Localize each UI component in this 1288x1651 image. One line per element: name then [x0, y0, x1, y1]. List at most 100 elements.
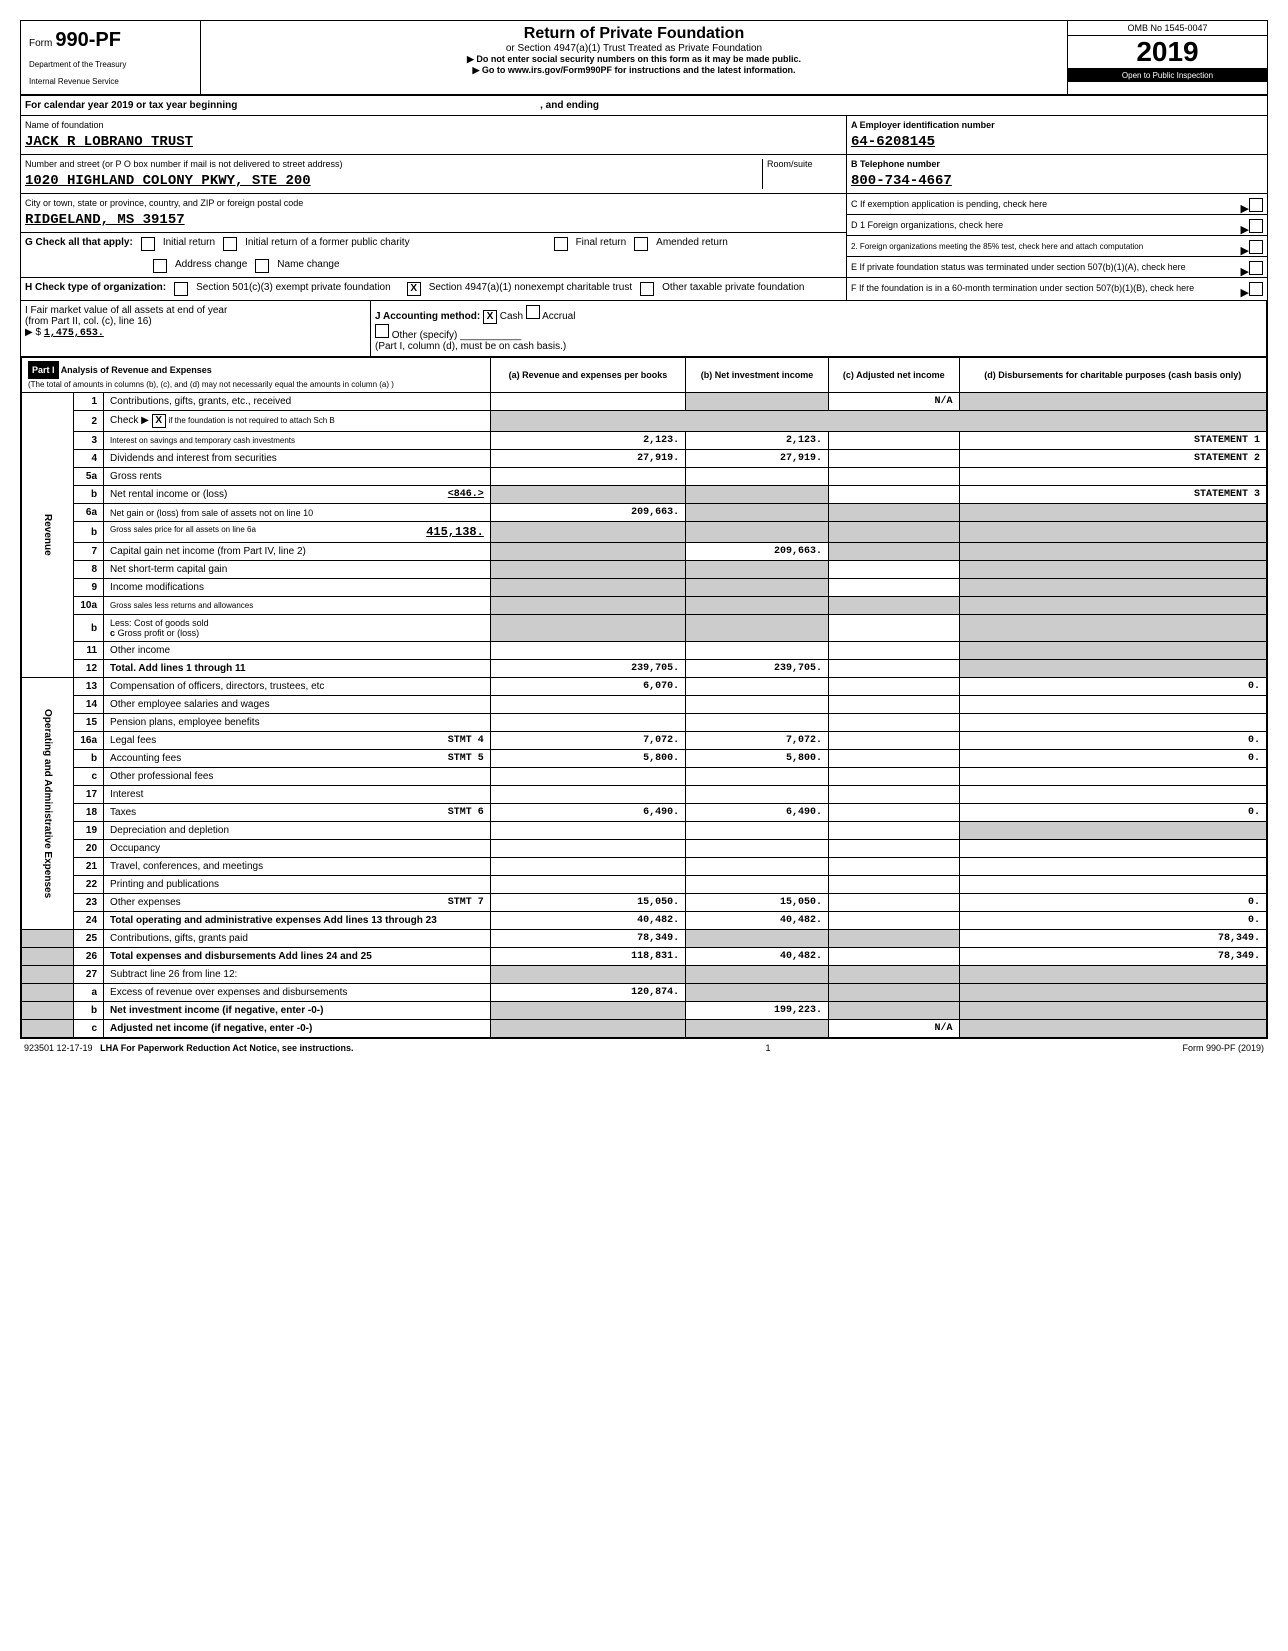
part1-note: (Part I, column (d), must be on cash bas… [375, 341, 566, 352]
initial-former-checkbox[interactable] [223, 237, 237, 251]
cash-checkbox[interactable]: X [483, 310, 497, 324]
ending-text: , and ending [540, 100, 599, 111]
r1-num: 1 [74, 393, 104, 411]
fmv-value: 1,475,653. [44, 328, 104, 339]
r3-d: STATEMENT 1 [959, 432, 1266, 450]
row-16b: bAccounting fees STMT 55,800.5,800.0. [22, 750, 1267, 768]
row-8: 8Net short-term capital gain [22, 561, 1267, 579]
row-11: 11Other income [22, 642, 1267, 660]
r5b-val: <846.> [448, 489, 484, 500]
accrual-label: Accrual [542, 311, 575, 322]
r12-b: 239,705. [686, 660, 829, 678]
g-label: G Check all that apply: [25, 237, 133, 251]
r4-num: 4 [74, 450, 104, 468]
row-3: 3Interest on savings and temporary cash … [22, 432, 1267, 450]
r26-num: 26 [74, 948, 104, 966]
year-box: OMB No 1545-0047 2019 Open to Public Ins… [1067, 21, 1267, 94]
r3-b: 2,123. [686, 432, 829, 450]
row-16c: cOther professional fees [22, 768, 1267, 786]
d2-row: 2. Foreign organizations meeting the 85%… [847, 236, 1267, 257]
row-6b: bGross sales price for all assets on lin… [22, 522, 1267, 543]
r25-d: 78,349. [959, 930, 1266, 948]
r5a-num: 5a [74, 468, 104, 486]
header-row: Form 990-PF Department of the Treasury I… [21, 21, 1267, 96]
r5b-label: Net rental income or (loss) [110, 489, 227, 500]
note-1: ▶ Do not enter social security numbers o… [205, 54, 1063, 65]
final-checkbox[interactable] [554, 237, 568, 251]
r3-a: 2,123. [490, 432, 685, 450]
c-row: C If exemption application is pending, c… [847, 194, 1267, 215]
r23-num: 23 [74, 894, 104, 912]
name-change-checkbox[interactable] [255, 259, 269, 273]
amended-checkbox[interactable] [634, 237, 648, 251]
r27a-a: 120,874. [490, 984, 685, 1002]
r6b-num: b [74, 522, 104, 543]
r25-a: 78,349. [490, 930, 685, 948]
revenue-section-label: Revenue [22, 393, 74, 678]
r27-num: 27 [74, 966, 104, 984]
d1-checkbox[interactable] [1249, 219, 1263, 233]
street-address: 1020 HIGHLAND COLONY PKWY, STE 200 [25, 173, 762, 189]
r16a-a: 7,072. [490, 732, 685, 750]
r27b-b: 199,223. [686, 1002, 829, 1020]
final-label: Final return [576, 237, 627, 251]
r16b-b: 5,800. [686, 750, 829, 768]
h-label: H Check type of organization: [25, 282, 166, 296]
r24-b: 40,482. [686, 912, 829, 930]
r23-stmt: STMT 7 [448, 897, 484, 908]
dept-treasury: Department of the Treasury [29, 60, 192, 69]
row-15: 15Pension plans, employee benefits [22, 714, 1267, 732]
row-27c: cAdjusted net income (if negative, enter… [22, 1020, 1267, 1038]
c-checkbox[interactable] [1249, 198, 1263, 212]
r2-label: Check ▶ [110, 415, 149, 426]
page-footer: 923501 12-17-19 LHA For Paperwork Reduct… [20, 1039, 1268, 1057]
f-row: F If the foundation is in a 60-month ter… [847, 278, 1267, 298]
col-d-header: (d) Disbursements for charitable purpose… [959, 358, 1266, 393]
addr-change-checkbox[interactable] [153, 259, 167, 273]
r17-label: Interest [104, 786, 491, 804]
initial-former-label: Initial return of a former public charit… [245, 237, 410, 251]
h-501c3-checkbox[interactable] [174, 282, 188, 296]
part1-title: Analysis of Revenue and Expenses [61, 365, 212, 375]
e-checkbox[interactable] [1249, 261, 1263, 275]
r3-num: 3 [74, 432, 104, 450]
h-501c3-label: Section 501(c)(3) exempt private foundat… [196, 282, 391, 296]
h-other-checkbox[interactable] [640, 282, 654, 296]
row-25: 25Contributions, gifts, grants paid78,34… [22, 930, 1267, 948]
d1-label: D 1 Foreign organizations, check here [851, 220, 1003, 230]
r2-num: 2 [74, 411, 104, 432]
name-change-label: Name change [277, 259, 339, 273]
r16b-d: 0. [959, 750, 1266, 768]
r6a-num: 6a [74, 504, 104, 522]
f-checkbox[interactable] [1249, 282, 1263, 296]
page-number: 1 [765, 1043, 770, 1053]
h-4947-checkbox[interactable]: X [407, 282, 421, 296]
r10a-num: 10a [74, 597, 104, 615]
initial-checkbox[interactable] [141, 237, 155, 251]
r16a-b: 7,072. [686, 732, 829, 750]
row-4: 4Dividends and interest from securities2… [22, 450, 1267, 468]
fmv-row: I Fair market value of all assets at end… [21, 301, 1267, 357]
col-a-header: (a) Revenue and expenses per books [490, 358, 685, 393]
room-label: Room/suite [767, 159, 842, 169]
accrual-checkbox[interactable] [526, 305, 540, 319]
tax-year: 2019 [1068, 36, 1267, 68]
r19-num: 19 [74, 822, 104, 840]
row-10a: 10aGross sales less returns and allowanc… [22, 597, 1267, 615]
row-5a: 5aGross rents [22, 468, 1267, 486]
part1-subtitle: (The total of amounts in columns (b), (c… [28, 380, 394, 389]
row-1: Revenue1Contributions, gifts, grants, et… [22, 393, 1267, 411]
r12-num: 12 [74, 660, 104, 678]
inspection-note: Open to Public Inspection [1068, 68, 1267, 82]
r16b-a: 5,800. [490, 750, 685, 768]
d2-checkbox[interactable] [1249, 240, 1263, 254]
phone-value: 800-734-4667 [851, 173, 1263, 189]
other-method-checkbox[interactable] [375, 324, 389, 338]
dept-irs: Internal Revenue Service [29, 77, 192, 86]
r2-checkbox[interactable]: X [152, 414, 166, 428]
r7-num: 7 [74, 543, 104, 561]
r21-num: 21 [74, 858, 104, 876]
addr-label: Number and street (or P O box number if … [25, 159, 762, 169]
r6a-label: Net gain or (loss) from sale of assets n… [104, 504, 491, 522]
city-state-zip: RIDGELAND, MS 39157 [25, 212, 842, 228]
